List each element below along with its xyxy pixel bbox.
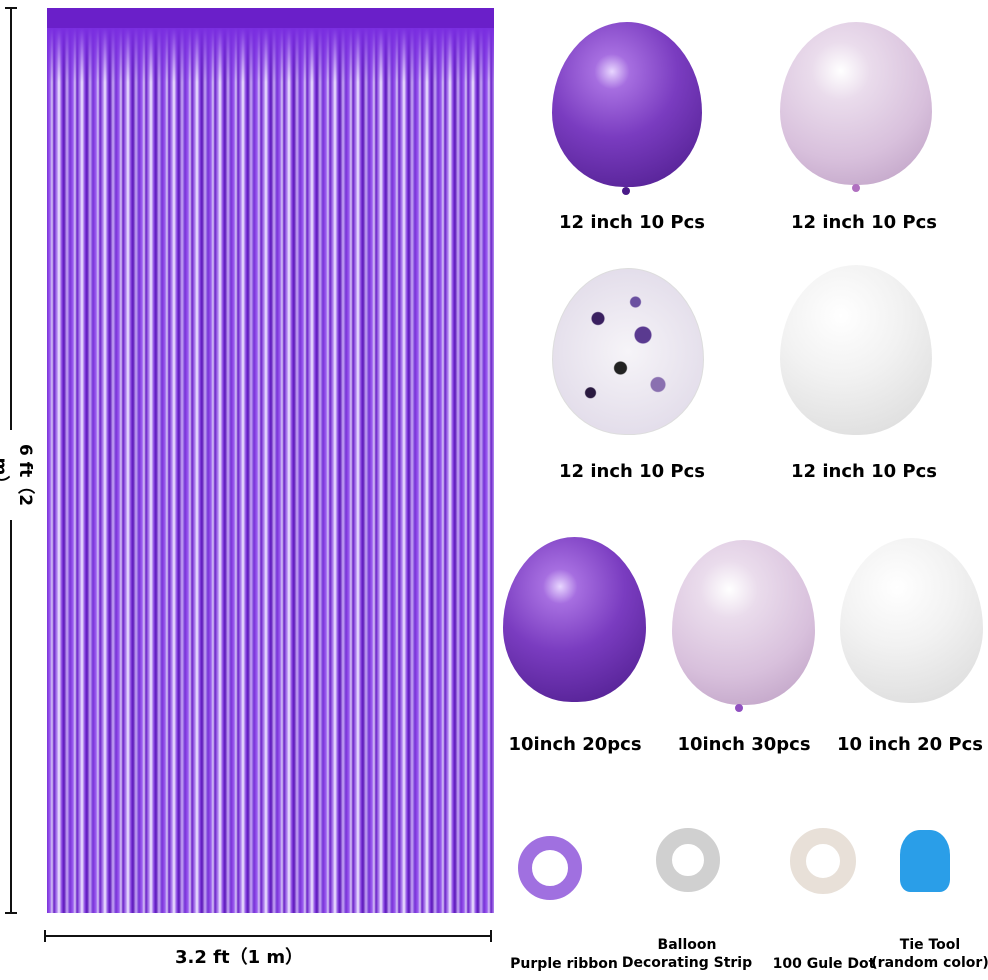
accessory-label: 100 Gule Dot — [772, 956, 876, 972]
dimension-tick — [44, 930, 46, 942]
height-label: 6 ft（2 m） — [0, 430, 40, 520]
confetti-balloon-12in — [552, 268, 704, 435]
dimension-tick — [5, 7, 17, 9]
curtain-header-band — [47, 8, 494, 28]
balloon-label: 10 inch 20 Pcs — [837, 734, 983, 755]
foil-curtain-image — [47, 10, 494, 913]
lavender-balloon-12in — [780, 22, 932, 185]
balloon-label: 12 inch 10 Pcs — [791, 212, 937, 233]
balloon-label: 12 inch 10 Pcs — [559, 212, 705, 233]
glue-dot-roll-icon — [790, 828, 856, 894]
purple-balloon-12in — [552, 22, 702, 187]
accessory-label: Purple ribbon — [510, 956, 618, 972]
balloon-label: 10inch 20pcs — [508, 734, 642, 755]
width-label: 3.2 ft（1 m） — [175, 947, 304, 968]
balloon-label: 12 inch 10 Pcs — [791, 461, 937, 482]
white-balloon-10in — [840, 538, 983, 703]
width-dimension-line — [45, 935, 492, 937]
balloon-label: 10inch 30pcs — [677, 734, 811, 755]
ribbon-roll-icon — [518, 836, 582, 900]
dimension-tick — [490, 930, 492, 942]
tie-tool-icon — [900, 830, 950, 892]
purple-balloon-10in — [503, 537, 646, 702]
balloon-knot — [852, 184, 860, 192]
balloon-label: 12 inch 10 Pcs — [559, 461, 705, 482]
dimension-tick — [5, 912, 17, 914]
strip-roll-icon — [656, 828, 720, 892]
accessory-label: Balloon Decorating Strip — [621, 937, 753, 971]
balloon-knot — [735, 704, 743, 712]
white-balloon-12in — [780, 265, 932, 435]
balloon-knot — [622, 187, 630, 195]
lavender-balloon-10in — [672, 540, 815, 705]
accessory-label: Tie Tool (random color) — [871, 937, 988, 971]
